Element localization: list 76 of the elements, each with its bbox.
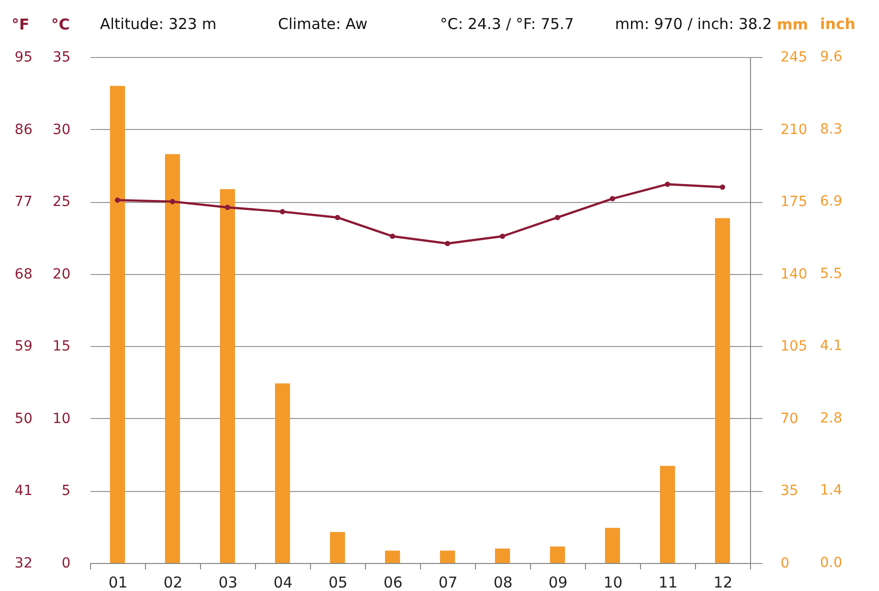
y3-tick-label: 50 <box>14 410 32 427</box>
text: inch <box>820 15 856 33</box>
x-tick-label: 10 <box>603 574 623 591</box>
text: 0.0 <box>820 555 842 571</box>
y-tick-label: 15 <box>52 338 70 355</box>
x-tick-label: 01 <box>108 574 128 591</box>
y2-tick-label: 140 <box>780 266 808 282</box>
bar <box>440 550 455 563</box>
text: mm: 970 / inch: 38.2 <box>615 15 772 33</box>
point <box>444 240 450 246</box>
y3-tick-label: 68 <box>14 266 32 282</box>
point <box>114 197 120 203</box>
text: 6.9 <box>820 194 842 210</box>
y-tick-label: 35 <box>52 50 70 66</box>
bar <box>330 532 345 563</box>
y2-tick-label: 105 <box>780 338 808 355</box>
y-tick-label: 0 <box>62 556 70 572</box>
x-tick-label: 04 <box>273 574 293 591</box>
text: °C: 24.3 / °F: 75.7 <box>440 15 574 33</box>
point <box>334 214 340 220</box>
text: 9.6 <box>820 49 842 65</box>
point <box>224 204 230 210</box>
y3-tick-label: 41 <box>14 483 32 500</box>
y-axis-title: °C <box>51 16 70 34</box>
x-tick-label: 02 <box>163 574 183 591</box>
x-tick-label: 06 <box>383 574 403 591</box>
point <box>500 234 506 239</box>
text: 5.5 <box>820 266 842 282</box>
y3-tick-label: 32 <box>14 556 32 572</box>
y3-tick-label: 95 <box>14 50 32 66</box>
y-tick-label: 20 <box>52 266 70 282</box>
text: 2.8 <box>820 410 842 426</box>
text: 1.4 <box>820 482 842 499</box>
point <box>664 182 670 187</box>
bar <box>495 548 510 563</box>
text: Climate: Aw <box>278 15 368 33</box>
point <box>720 184 726 190</box>
bar <box>605 528 620 563</box>
bar <box>110 86 125 563</box>
y2-tick-label: 175 <box>780 194 808 210</box>
y3-axis-title: °F <box>12 16 30 34</box>
bar <box>715 218 730 563</box>
bar <box>660 466 675 563</box>
point <box>554 214 560 220</box>
bar <box>385 550 400 563</box>
point <box>390 234 396 239</box>
y2-tick-label: 70 <box>780 410 798 427</box>
point <box>610 196 616 202</box>
y-tick-label: 25 <box>52 194 70 210</box>
y3-tick-label: 86 <box>14 122 33 138</box>
x-tick-label: 03 <box>218 574 238 591</box>
x-tick-label: 09 <box>548 574 568 591</box>
x-tick-label: 11 <box>658 574 678 591</box>
bar <box>275 383 290 563</box>
text: Altitude: 323 m <box>100 15 216 33</box>
point <box>280 209 286 214</box>
y-tick-label: 10 <box>52 410 70 427</box>
bar <box>550 546 565 563</box>
y2-axis-title: mm <box>776 16 808 34</box>
text: 8.3 <box>820 121 842 138</box>
y2-tick-label: 35 <box>780 483 798 500</box>
point <box>170 198 176 204</box>
y-tick-label: 5 <box>62 483 70 500</box>
y2-tick-label: 0 <box>780 556 790 572</box>
text: 4.1 <box>820 338 842 354</box>
y2-tick-label: 210 <box>780 122 808 138</box>
x-tick-label: 07 <box>438 574 458 591</box>
x-tick-label: 12 <box>713 574 733 591</box>
bar <box>220 189 235 563</box>
x-tick-label: 08 <box>493 574 513 591</box>
bar <box>165 154 180 563</box>
y3-tick-label: 59 <box>14 338 32 355</box>
y2-tick-label: 245 <box>780 50 808 66</box>
y-tick-label: 30 <box>52 122 70 138</box>
x-tick-label: 05 <box>328 574 348 591</box>
y3-tick-label: 77 <box>14 194 32 210</box>
